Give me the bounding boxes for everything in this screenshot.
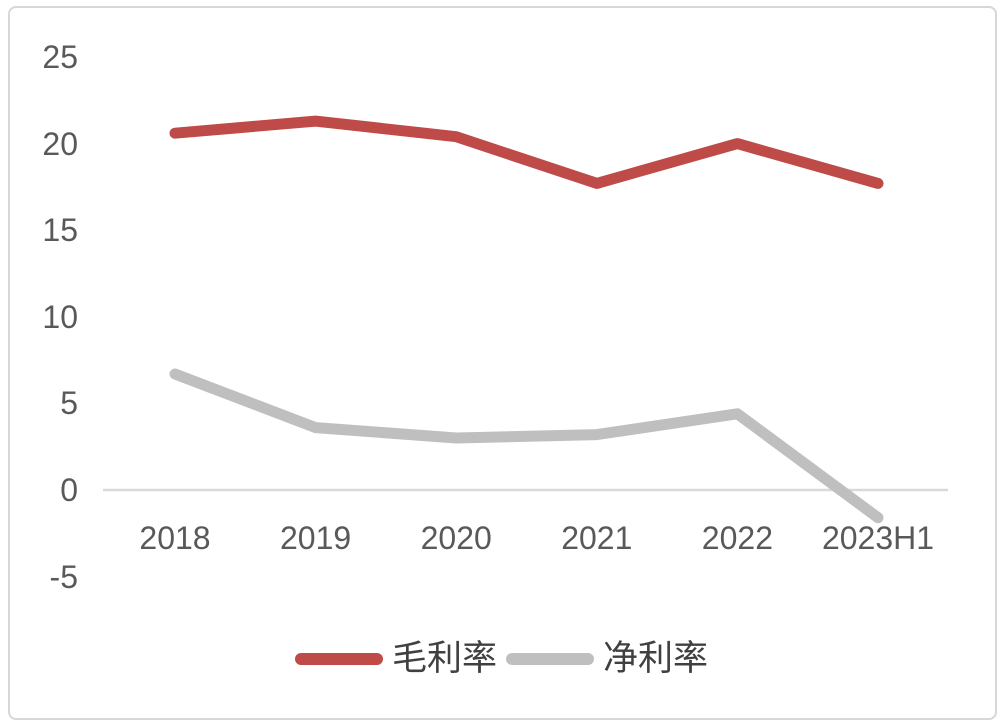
- legend-item-net-margin: 净利率: [506, 636, 708, 682]
- series-line-gross-margin: [169, 115, 884, 189]
- chart-frame: [8, 6, 997, 720]
- net-margin-line-swatch: [506, 653, 594, 665]
- legend-label-gross-margin: 毛利率: [391, 639, 497, 679]
- legend-label-net-margin: 净利率: [603, 639, 709, 679]
- series-line-net-margin: [169, 368, 884, 524]
- legend: 毛利率 净利率: [0, 636, 1003, 682]
- gross-margin-line-swatch: [294, 653, 383, 665]
- legend-item-gross-margin: 毛利率: [294, 636, 497, 682]
